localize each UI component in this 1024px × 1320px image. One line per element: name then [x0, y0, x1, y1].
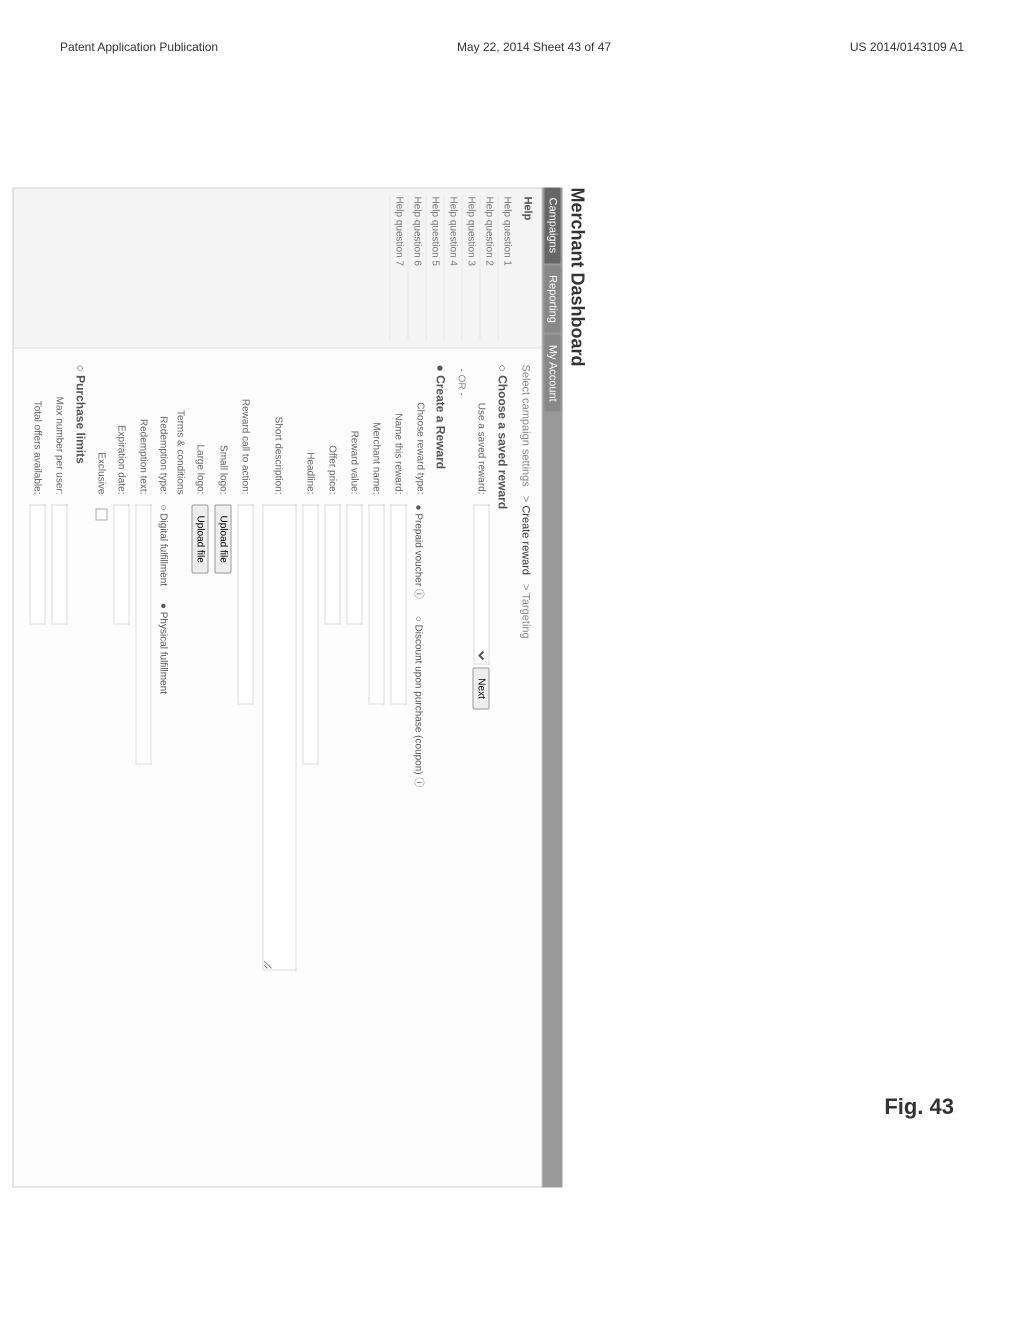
name-reward-input[interactable] — [391, 505, 407, 705]
purchase-limits-title[interactable]: Purchase limits — [74, 365, 88, 1171]
headline-input[interactable] — [303, 505, 319, 765]
headline-label: Headline: — [305, 365, 316, 505]
sidebar-title: Help — [522, 197, 534, 340]
help-item[interactable]: Help question 4 — [444, 197, 462, 340]
total-available-input[interactable] — [30, 505, 46, 625]
header-left: Patent Application Publication — [60, 40, 218, 54]
merchant-name-label: Merchant name: — [371, 365, 382, 505]
cta-input[interactable] — [238, 505, 254, 705]
max-per-user-input[interactable] — [52, 505, 68, 625]
header-right: US 2014/0143109 A1 — [850, 40, 964, 54]
exclusive-label: Exclusive — [96, 365, 107, 505]
digital-label: Digital fulfillment — [158, 513, 169, 586]
saved-reward-select[interactable] — [474, 505, 490, 665]
radio-discount[interactable]: ○ Discount upon purchase (coupon) ⓘ — [413, 616, 424, 788]
short-desc-input[interactable] — [263, 505, 297, 971]
radio-prepaid[interactable]: ● Prepaid voucher ⓘ — [413, 505, 424, 599]
upload-small-logo[interactable]: Upload file — [215, 505, 232, 574]
wizard-breadcrumb: Select campaign settings > Create reward… — [520, 365, 532, 1171]
figure-caption: Fig. 43 — [884, 1094, 954, 1120]
redemption-text-input[interactable] — [136, 505, 152, 765]
exclusive-checkbox[interactable] — [96, 509, 108, 521]
header-center: May 22, 2014 Sheet 43 of 47 — [457, 40, 611, 54]
tab-my-account[interactable]: My Account — [545, 335, 561, 412]
reward-type-radios: ● Prepaid voucher ⓘ ○ Discount upon purc… — [413, 505, 428, 1171]
help-item[interactable]: Help question 5 — [426, 197, 444, 340]
reward-value-input[interactable] — [347, 505, 363, 625]
prepaid-label: Prepaid voucher — [413, 513, 424, 586]
nav-tabs: Campaigns Reporting My Account — [543, 188, 563, 1188]
crumb-create-reward[interactable]: Create reward — [520, 505, 532, 575]
tab-reporting[interactable]: Reporting — [545, 265, 561, 333]
short-desc-label: Short description: — [273, 365, 284, 505]
total-available-label: Total offers available: — [32, 365, 43, 505]
physical-label: Physical fulfillment — [158, 612, 169, 694]
choose-saved-reward-title[interactable]: Choose a saved reward — [496, 365, 510, 1171]
terms-label: Terms & conditions — [175, 365, 186, 505]
choose-type-label: Choose reward type: — [415, 365, 426, 505]
dashboard-title: Merchant Dashboard — [567, 188, 588, 1188]
or-divider: - OR - — [456, 369, 467, 1171]
radio-physical[interactable]: ● Physical fulfillment — [158, 603, 169, 694]
redemption-type-label: Redemption type: — [158, 365, 169, 505]
help-item[interactable]: Help question 7 — [390, 197, 408, 340]
create-reward-title[interactable]: Create a Reward — [434, 365, 448, 1171]
redemption-text-label: Redemption text: — [138, 365, 149, 505]
radio-digital[interactable]: ○ Digital fulfillment — [158, 505, 169, 587]
help-item[interactable]: Help question 3 — [462, 197, 480, 340]
main-content: Select campaign settings > Create reward… — [14, 349, 542, 1187]
max-per-user-label: Max number per user: — [54, 365, 65, 505]
offer-price-label: Offer price: — [327, 365, 338, 505]
use-saved-label: Use a saved reward: — [476, 365, 487, 505]
next-button[interactable]: Next — [473, 667, 490, 710]
discount-label: Discount upon purchase (coupon) — [413, 625, 424, 775]
upload-large-logo[interactable]: Upload file — [192, 505, 209, 574]
redemption-type-radios: ○ Digital fulfillment ● Physical fulfill… — [158, 505, 169, 1171]
dashboard-screenshot: Merchant Dashboard Campaigns Reporting M… — [13, 188, 588, 1188]
small-logo-label: Small logo: — [218, 365, 229, 505]
help-item[interactable]: Help question 6 — [408, 197, 426, 340]
patent-header: Patent Application Publication May 22, 2… — [60, 40, 964, 54]
merchant-name-input[interactable] — [369, 505, 385, 705]
expiration-input[interactable] — [114, 505, 130, 625]
help-item[interactable]: Help question 1 — [498, 197, 516, 340]
large-logo-label: Large logo: — [195, 365, 206, 505]
crumb-settings[interactable]: Select campaign settings — [520, 365, 532, 487]
help-sidebar: Help Help question 1 Help question 2 Hel… — [14, 189, 542, 349]
tab-campaigns[interactable]: Campaigns — [545, 188, 561, 264]
cta-label: Reward call to action: — [240, 365, 251, 505]
help-item[interactable]: Help question 2 — [480, 197, 498, 340]
expiration-label: Expiration date: — [116, 365, 127, 505]
offer-price-input[interactable] — [325, 505, 341, 625]
crumb-targeting[interactable]: Targeting — [520, 593, 532, 638]
name-reward-label: Name this reward: — [393, 365, 404, 505]
reward-value-label: Reward value: — [349, 365, 360, 505]
